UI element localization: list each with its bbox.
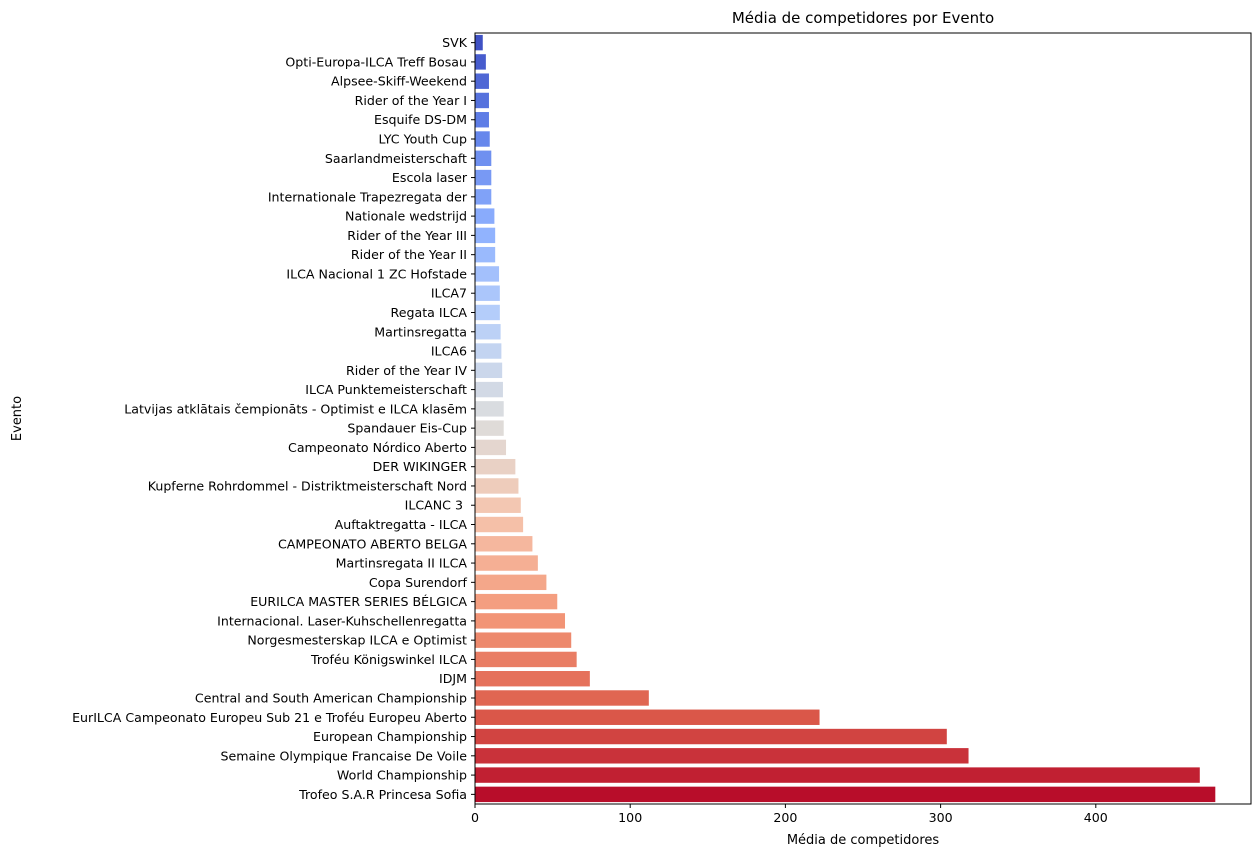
y-tick-label: Rider of the Year II [351,247,467,262]
y-tick-label: Esquife DS-DM [374,112,467,127]
bar [475,786,1216,803]
y-tick-label: Martinsregata II ILCA [336,556,468,571]
y-tick-label: Campeonato Nórdico Aberto [288,440,467,455]
bar [475,671,590,687]
x-tick-label: 200 [773,810,797,825]
bar [475,593,558,610]
bar [475,169,492,186]
bar [475,150,492,166]
y-tick-label: Trofeo S.A.R Princesa Sofia [298,787,467,802]
y-tick-label: European Championship [313,729,467,744]
bar [475,536,533,552]
y-tick-label: Opti-Europa-ILCA Treff Bosau [285,54,467,69]
bar [475,748,969,764]
y-tick-label: SVK [442,35,468,50]
y-tick-label: Escola laser [392,170,468,185]
bar [475,189,492,205]
bar [475,343,502,359]
bar [475,478,519,494]
bar [475,401,504,417]
bar [475,709,820,725]
y-tick-label: CAMPEONATO ABERTO BELGA [278,536,467,551]
bar [475,131,490,147]
y-axis-ticks: SVK Opti-Europa-ILCA Treff Bosau Alpsee-Sk… [72,35,475,802]
y-tick-label: Regata ILCA [391,305,468,320]
x-axis-label: Média de competidores [787,833,940,848]
y-tick-label: Martinsregatta [374,324,467,339]
bar [475,439,507,456]
bar [475,632,572,648]
y-tick-label: EurILCA Campeonato Europeu Sub 21 e Trof… [72,710,467,725]
bar [475,497,521,513]
y-tick-label: EURILCA MASTER SERIES BÉLGICA [250,594,467,609]
bar [475,73,489,89]
x-tick-label: 100 [618,810,642,825]
y-tick-label: ILCA6 [431,344,467,359]
y-tick-label: Nationale wedstrijd [345,209,467,224]
bar [475,266,500,282]
bar [475,54,486,70]
x-axis-ticks: 0 100 200 300 400 [471,804,1108,825]
bar [475,324,501,340]
y-tick-label: DER WIKINGER [373,459,468,474]
y-tick-label: Copa Surendorf [369,575,468,590]
y-tick-label: World Championship [337,768,467,783]
bar [475,112,489,128]
bar [475,227,496,244]
bar [475,613,566,629]
y-tick-label: IDJM [439,671,467,686]
bar [475,362,503,379]
y-tick-label: Norgesmesterskap ILCA e Optimist [247,633,467,648]
y-tick-label: Internacional. Laser-Kuhschellenregatta [217,613,467,628]
y-tick-label: Rider of the Year I [355,93,467,108]
bar [475,728,947,745]
x-tick-label: 300 [929,810,953,825]
y-tick-label: Rider of the Year III [347,228,467,243]
bar [475,458,516,475]
axes-spines [474,32,1252,805]
y-tick-label: Spandauer Eis-Cup [347,421,467,436]
bar [475,420,504,436]
y-tick-label: Latvijas atklātais čempionāts - Optimist… [124,401,467,416]
bar [475,34,483,51]
bar [475,381,503,398]
y-tick-label: Alpsee-Skiff-Weekend [331,74,467,89]
plot-frame [474,32,1252,805]
x-tick-label: 400 [1084,810,1108,825]
x-tick-label: 0 [471,810,479,825]
bar [475,574,547,591]
y-tick-label: ILCANC 3 [405,498,467,513]
bar [475,690,649,706]
bar [475,285,500,301]
bar [475,555,538,571]
y-tick-label: Kupferne Rohrdommel - Distriktmeistersch… [148,478,467,493]
chart-title: Média de competidores por Evento [732,9,994,27]
y-tick-label: Troféu Königswinkel ILCA [310,652,467,667]
y-tick-label: Semaine Olympique Francaise De Voile [220,748,467,763]
bar [475,516,524,533]
y-tick-label: LYC Youth Cup [378,132,467,147]
y-tick-label: ILCA7 [431,286,467,301]
bar [475,304,500,321]
bar [475,246,496,263]
y-tick-label: ILCA Nacional 1 ZC Hofstade [286,266,467,281]
y-axis-label: Evento [10,396,25,441]
y-tick-label: ILCA Punktemeisterschaft [305,382,467,397]
y-tick-label: Central and South American Championship [195,690,467,705]
bar [475,92,489,109]
y-tick-label: Auftaktregatta - ILCA [335,517,468,532]
y-tick-label: Saarlandmeisterschaft [325,151,467,166]
bar [475,767,1200,783]
y-tick-label: Internationale Trapezregata der [268,189,468,204]
bars-layer [475,34,1216,803]
y-tick-label: Rider of the Year IV [346,363,467,378]
bar [475,651,577,668]
bar [475,208,495,224]
